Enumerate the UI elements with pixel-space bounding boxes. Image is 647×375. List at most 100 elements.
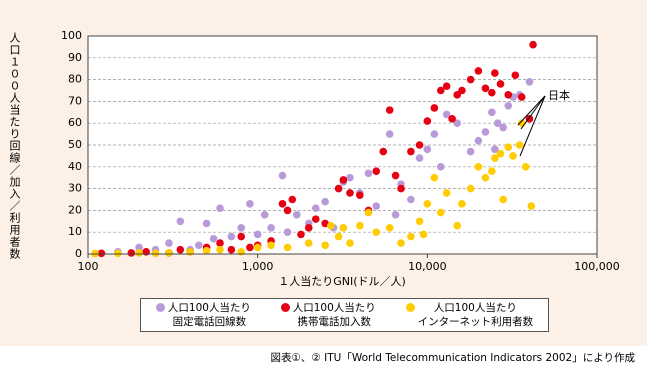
data-point bbox=[521, 163, 530, 171]
data-point bbox=[209, 234, 218, 243]
data-point bbox=[397, 184, 405, 193]
data-point bbox=[334, 232, 343, 241]
data-point bbox=[458, 86, 466, 95]
data-point bbox=[448, 115, 456, 123]
data-point bbox=[346, 239, 354, 247]
data-point bbox=[391, 210, 400, 219]
data-point bbox=[321, 241, 329, 250]
data-point bbox=[529, 40, 537, 49]
data-point bbox=[504, 143, 513, 151]
y-axis-label: 人口１００人当たり回線／加入／利用者数 bbox=[8, 32, 21, 260]
data-point bbox=[442, 82, 451, 90]
data-point bbox=[135, 243, 143, 252]
data-point bbox=[283, 243, 292, 252]
data-point bbox=[430, 173, 439, 182]
data-point bbox=[297, 230, 305, 239]
data-point bbox=[491, 154, 499, 162]
legend-label: 人口100人当たり 固定電話回線数 bbox=[167, 302, 251, 328]
data-point bbox=[488, 108, 496, 117]
data-point bbox=[397, 239, 405, 247]
legend-entry: 人口100人当たり インターネット利用者数 bbox=[405, 301, 534, 329]
data-point bbox=[466, 75, 475, 84]
data-point bbox=[278, 200, 287, 208]
data-point bbox=[151, 249, 160, 258]
data-point bbox=[436, 163, 445, 171]
data-point bbox=[419, 230, 428, 239]
data-point bbox=[515, 141, 524, 149]
x-tick-label: 100,000 bbox=[574, 260, 620, 273]
x-tick-label: 1,000 bbox=[242, 260, 274, 273]
x-axis-label: １人当たりGNI(ドル／人) bbox=[278, 274, 406, 288]
data-point bbox=[339, 176, 348, 184]
data-point bbox=[504, 91, 513, 99]
data-point bbox=[176, 245, 185, 254]
annotation-line bbox=[520, 95, 546, 130]
data-point bbox=[499, 123, 508, 132]
annotation: 日本 bbox=[548, 88, 570, 102]
data-point bbox=[474, 67, 483, 75]
data-point bbox=[202, 219, 211, 228]
data-point bbox=[356, 221, 364, 230]
data-point bbox=[165, 239, 173, 247]
data-point bbox=[237, 224, 246, 232]
data-point bbox=[227, 232, 236, 241]
data-point bbox=[356, 191, 364, 199]
data-point bbox=[311, 215, 320, 223]
legend-entry: 人口100人当たり 携帯電話加入数 bbox=[280, 301, 376, 329]
data-point bbox=[499, 195, 508, 204]
data-point bbox=[415, 217, 424, 226]
data-point bbox=[481, 173, 490, 182]
data-point bbox=[481, 84, 490, 93]
data-point bbox=[114, 249, 122, 258]
y-tick-label: 20 bbox=[68, 203, 82, 216]
data-point bbox=[407, 195, 415, 204]
caption: 図表①、② ITU「World Telecommunication Indica… bbox=[270, 352, 635, 364]
y-tick-label: 40 bbox=[68, 160, 82, 173]
data-point bbox=[216, 245, 224, 254]
data-point bbox=[304, 239, 313, 247]
data-point bbox=[466, 184, 475, 193]
data-point bbox=[407, 232, 415, 241]
legend-label: 人口100人当たり インターネット利用者数 bbox=[417, 302, 534, 328]
data-point bbox=[488, 88, 496, 97]
data-point bbox=[491, 69, 499, 77]
x-tick-label: 100 bbox=[78, 260, 99, 273]
data-point bbox=[496, 149, 505, 158]
data-point bbox=[379, 147, 388, 156]
y-tick-label: 70 bbox=[68, 94, 82, 107]
y-tick-label: 0 bbox=[75, 247, 82, 260]
data-point bbox=[327, 221, 335, 230]
data-point bbox=[423, 145, 432, 154]
data-point bbox=[202, 246, 211, 255]
data-point bbox=[436, 86, 445, 95]
data-point bbox=[135, 249, 143, 257]
data-point bbox=[415, 141, 424, 149]
data-point bbox=[509, 152, 517, 160]
y-tick-label: 100 bbox=[61, 29, 82, 42]
data-point bbox=[423, 200, 432, 208]
data-point bbox=[491, 145, 499, 154]
data-point bbox=[423, 117, 432, 125]
annotation-line bbox=[517, 95, 546, 126]
legend-label: 人口100人当たり 携帯電話加入数 bbox=[292, 302, 376, 328]
data-point bbox=[372, 167, 381, 175]
data-point bbox=[97, 249, 106, 258]
data-point bbox=[385, 224, 394, 232]
data-point bbox=[430, 104, 439, 112]
data-point bbox=[385, 106, 394, 114]
data-point bbox=[364, 169, 373, 178]
data-point bbox=[453, 221, 462, 230]
data-point bbox=[278, 171, 287, 180]
data-point bbox=[292, 210, 301, 219]
data-point bbox=[372, 202, 381, 210]
data-point bbox=[442, 189, 451, 197]
data-point bbox=[496, 80, 505, 88]
data-point bbox=[339, 224, 348, 232]
data-point bbox=[436, 208, 445, 217]
data-point bbox=[415, 154, 424, 162]
data-point bbox=[165, 249, 173, 257]
data-point bbox=[311, 204, 320, 213]
data-point bbox=[216, 239, 224, 247]
data-point bbox=[466, 147, 475, 156]
